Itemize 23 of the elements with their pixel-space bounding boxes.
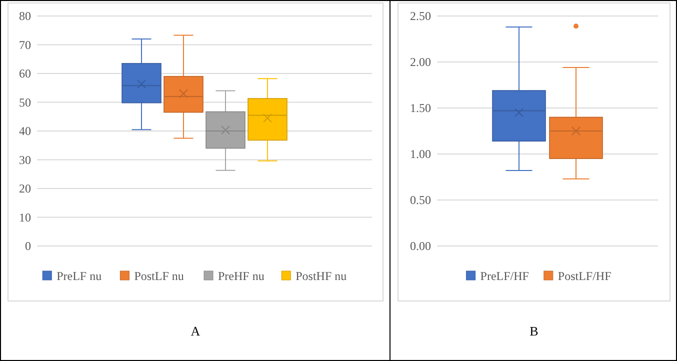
legend-label: PreHF nu (218, 269, 264, 284)
y-tick-label: 20 (19, 182, 31, 196)
y-tick-label: 2.50 (410, 9, 431, 24)
legend-label: PostHF nu (296, 269, 347, 284)
y-tick-label: 80 (19, 9, 31, 24)
y-tick-label: 2.00 (410, 55, 431, 70)
y-tick-label: 1.50 (410, 101, 431, 116)
text: B (530, 324, 539, 339)
y-tick-label: 70 (19, 38, 31, 52)
legend-label: PostLF/HF (558, 269, 612, 284)
legend-label: PreLF/HF (480, 269, 530, 284)
text: A (190, 324, 201, 339)
y-tick-label: 30 (19, 152, 31, 167)
y-tick-label: 0 (25, 239, 31, 254)
y-tick-label: 60 (19, 66, 31, 81)
y-tick-label: 50 (19, 95, 31, 110)
y-tick-label: 40 (19, 124, 31, 138)
legend-label: PostLF nu (134, 269, 184, 284)
y-tick-label: 1.00 (410, 147, 431, 162)
legend-label: PreLF nu (56, 269, 102, 284)
y-tick-label: 0.50 (410, 193, 431, 208)
y-tick-label: 0.00 (410, 239, 431, 254)
y-tick-label: 10 (19, 210, 31, 224)
